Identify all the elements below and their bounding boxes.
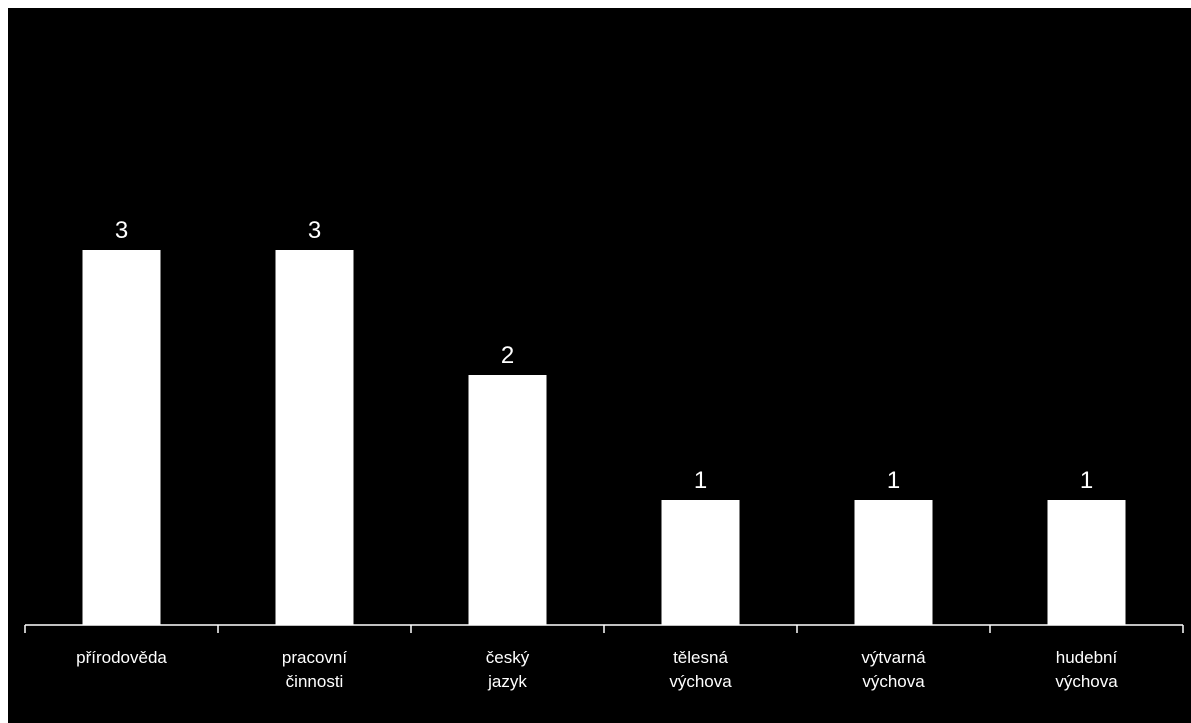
category-label-0: přírodověda — [76, 648, 167, 667]
category-labels-layer: přírodověda pracovní činnosti český jazyk těl… — [76, 648, 1118, 691]
x-axis — [24, 624, 1184, 633]
value-label-3: 1 — [694, 467, 707, 494]
category-label-line: výtvarná — [861, 648, 926, 667]
bar-3 — [661, 500, 740, 625]
category-label-2: český jazyk — [486, 648, 530, 691]
category-label-line: činnosti — [286, 672, 344, 691]
category-label-line: výchova — [669, 672, 732, 691]
value-label-0: 3 — [115, 217, 128, 244]
category-label-1: pracovní činnosti — [282, 648, 347, 691]
bar-4 — [854, 500, 933, 625]
value-label-1: 3 — [308, 217, 321, 244]
value-label-2: 2 — [501, 342, 514, 369]
value-labels-layer: 3 3 2 1 1 1 — [115, 217, 1093, 494]
bar-2 — [468, 375, 547, 625]
category-label-3: tělesná výchova — [669, 648, 732, 691]
value-label-4: 1 — [887, 467, 900, 494]
bar-1 — [275, 250, 354, 625]
category-label-5: hudební výchova — [1055, 648, 1118, 691]
plot-background — [8, 8, 1191, 723]
bar-0 — [82, 250, 161, 625]
category-label-line: český — [486, 648, 530, 667]
category-label-4: výtvarná výchova — [861, 648, 926, 691]
category-label-line: výchova — [862, 672, 925, 691]
bar-chart: 3 3 2 1 1 1 přírodověda pracovní činnosti český j… — [8, 8, 1191, 723]
bars-layer — [82, 250, 1126, 625]
chart-area: 3 3 2 1 1 1 přírodověda pracovní činnosti český j… — [8, 8, 1191, 723]
category-label-line: přírodověda — [76, 648, 167, 667]
bar-5 — [1047, 500, 1126, 625]
category-label-line: tělesná — [673, 648, 728, 667]
category-label-line: hudební — [1056, 648, 1118, 667]
category-label-line: pracovní — [282, 648, 347, 667]
category-label-line: jazyk — [487, 672, 527, 691]
category-label-line: výchova — [1055, 672, 1118, 691]
value-label-5: 1 — [1080, 467, 1093, 494]
